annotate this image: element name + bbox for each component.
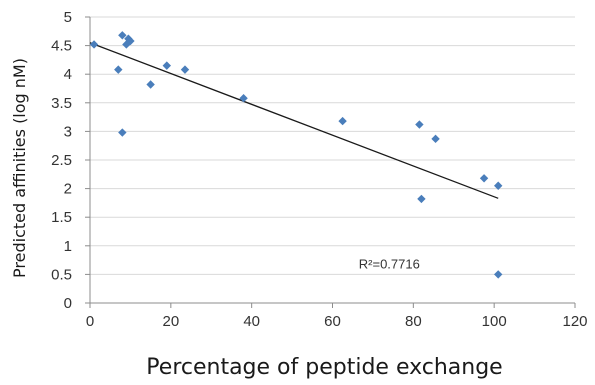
y-tick-labels: 0 0.5 1 1.5 2 2.5 3 3.5 4 4.5 5 [51,9,72,312]
x-tick-label: 100 [482,313,507,330]
data-point [89,40,99,49]
x-tick-label: 120 [562,313,587,330]
data-point [122,40,131,49]
y-tick-label: 3 [64,123,72,140]
y-tick-label: 4 [64,66,72,83]
axes [85,16,576,308]
data-point [431,134,440,144]
data-point [494,181,503,190]
data-point [417,194,426,204]
data-point [494,270,503,279]
data-point [338,116,347,126]
x-tick-labels: 0 20 40 60 80 100 120 [86,313,588,330]
data-point [479,174,489,183]
r-squared-annotation: R²=0.7716 [359,257,420,272]
y-tick-label: 1 [64,238,72,255]
y-tick-label: 2.5 [51,152,72,169]
x-tick-label: 20 [162,313,179,330]
x-tick-label: 0 [86,313,94,330]
y-tick-label: 4.5 [51,38,72,55]
y-tick-label: 1.5 [51,209,72,226]
data-point [239,94,248,103]
y-tick-label: 0 [64,295,72,312]
data-point [114,65,123,74]
data-point [126,36,135,46]
x-axis-title: Percentage of peptide exchange [146,355,502,380]
y-tick-label: 3.5 [51,95,72,112]
data-point [162,61,171,70]
data-point [118,128,127,137]
data-points [89,31,503,279]
y-tick-label: 5 [64,9,72,26]
x-tick-label: 80 [405,313,422,330]
x-tick-label: 60 [324,313,341,330]
y-tick-label: 0.5 [51,266,72,283]
data-point [146,80,155,89]
data-point [118,31,127,40]
y-tick-label: 2 [64,181,72,198]
trendline [89,42,499,199]
x-tick-label: 40 [243,313,260,330]
data-point [180,65,190,74]
gridlines [90,16,575,275]
y-axis-title: Predicted affinities (log nM) [10,58,29,278]
data-point [415,120,424,129]
